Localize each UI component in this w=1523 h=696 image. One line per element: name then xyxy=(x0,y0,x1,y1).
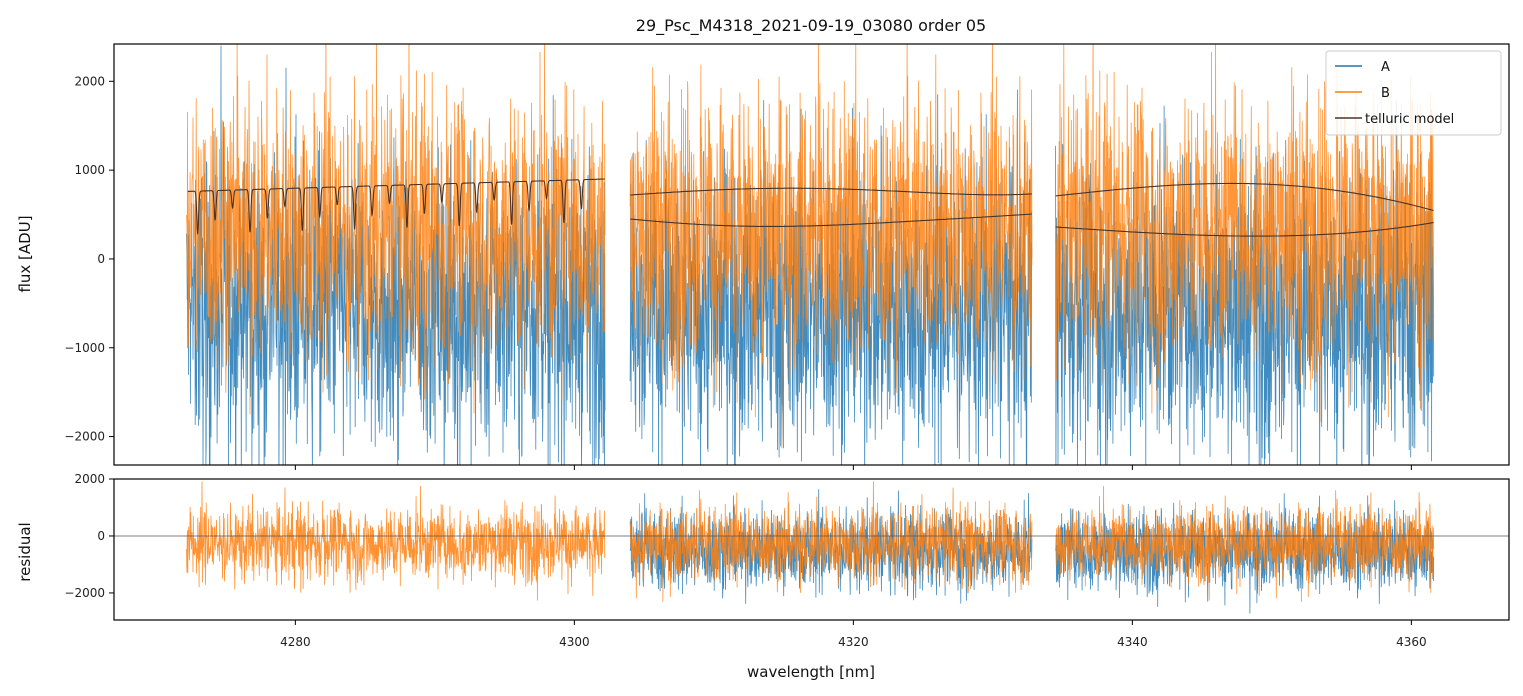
telluric-model-seg-1 xyxy=(187,178,605,235)
top-panel-data xyxy=(186,44,1435,465)
legend-label-a: A xyxy=(1381,60,1390,75)
x-tick-label: 4360 xyxy=(1396,635,1427,649)
telluric-model-seg-3-upper xyxy=(1055,182,1434,212)
bottom-y-tick-label: −2000 xyxy=(64,586,105,600)
series-b-residual-seg-2 xyxy=(629,481,1033,602)
telluric-model-seg-3-lower xyxy=(1055,221,1434,237)
legend-box xyxy=(1325,50,1502,136)
series-b-top-seg-1 xyxy=(186,44,606,415)
x-tick-label: 4320 xyxy=(838,635,869,649)
top-y-tick-label: 2000 xyxy=(74,74,105,88)
x-tick-label: 4300 xyxy=(559,635,590,649)
series-b-residual-seg-3 xyxy=(1055,485,1435,602)
bottom-y-tick-label: 0 xyxy=(97,529,105,543)
x-tick-label: 4340 xyxy=(1117,635,1148,649)
bottom-y-tick-label: 2000 xyxy=(74,472,105,486)
series-b-residual-seg-1 xyxy=(186,481,606,601)
bottom-panel-data xyxy=(114,481,1509,614)
series-a-top-seg-2 xyxy=(629,89,1033,465)
top-y-tick-label: 1000 xyxy=(74,163,105,177)
top-y-tick-label: −1000 xyxy=(64,341,105,355)
bottom-panel-frame xyxy=(113,478,1510,621)
legend: A B telluric model xyxy=(1325,50,1502,136)
x-tick-label: 4280 xyxy=(280,635,311,649)
top-panel-frame xyxy=(113,43,1510,466)
top-y-axis-label: flux [ADU] xyxy=(16,215,34,292)
chart-title: 29_Psc_M4318_2021-09-19_03080 order 05 xyxy=(636,16,986,36)
legend-label-b: B xyxy=(1381,86,1390,101)
series-b-top-seg-2 xyxy=(629,44,1033,449)
legend-label-telluric: telluric model xyxy=(1365,112,1454,127)
telluric-model-seg-2-lower xyxy=(630,213,1032,227)
telluric-model-seg-2-upper xyxy=(630,187,1032,196)
bottom-y-axis-label: residual xyxy=(16,522,34,581)
top-y-tick-label: −2000 xyxy=(64,430,105,444)
x-axis-label: wavelength [nm] xyxy=(747,663,875,681)
top-y-tick-label: 0 xyxy=(97,252,105,266)
series-b-top-seg-3 xyxy=(1055,44,1435,449)
